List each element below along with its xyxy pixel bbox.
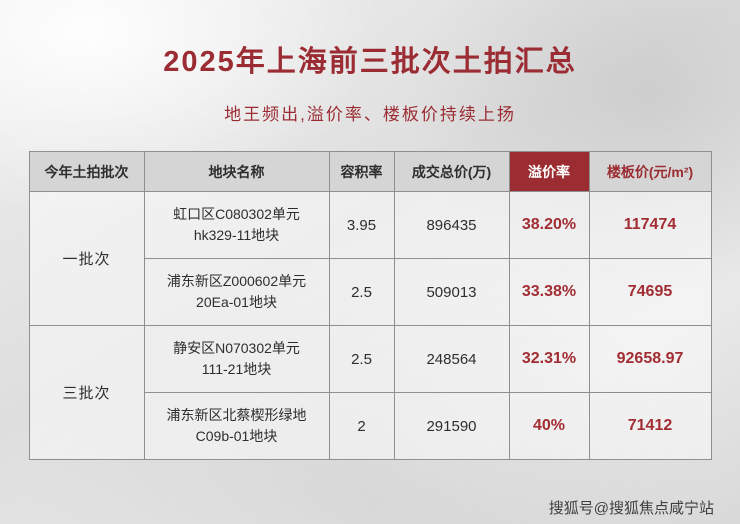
- plot-name-cell: 静安区N070302单元 111-21地块: [143, 325, 330, 393]
- page-title: 2025年上海前三批次土拍汇总: [163, 46, 577, 78]
- col-header-total-price: 成交总价(万): [393, 151, 510, 192]
- premium-rate-cell: 32.31%: [508, 325, 590, 393]
- total-price-cell: 509013: [393, 258, 510, 326]
- total-price-cell: 291590: [393, 392, 510, 460]
- far-cell: 2: [328, 392, 395, 460]
- premium-rate-cell: 33.38%: [508, 258, 590, 326]
- far-cell: 2.5: [328, 258, 395, 326]
- total-price-cell: 248564: [393, 325, 510, 393]
- premium-rate-cell: 40%: [508, 392, 590, 460]
- watermark: 搜狐号@搜狐焦点咸宁站: [548, 500, 714, 517]
- col-header-far: 容积率: [328, 151, 395, 192]
- plot-name-cell: 虹口区C080302单元 hk329-11地块: [143, 191, 330, 259]
- floor-price-cell: 71412: [588, 392, 712, 460]
- premium-rate-cell: 38.20%: [508, 191, 590, 259]
- header: 2025年上海前三批次土拍汇总 地王频出,溢价率、楼板价持续上扬: [0, 0, 740, 125]
- far-cell: 3.95: [328, 191, 395, 259]
- plot-name-cell: 浦东新区北蔡楔形绿地 C09b-01地块: [143, 392, 330, 460]
- col-header-plot-name: 地块名称: [143, 151, 330, 192]
- page-subtitle: 地王频出,溢价率、楼板价持续上扬: [224, 105, 516, 124]
- col-header-premium-rate: 溢价率: [508, 151, 590, 192]
- table-row: 浦东新区Z000602单元 20Ea-01地块 2.5 509013 33.38…: [29, 258, 712, 326]
- total-price-cell: 896435: [393, 191, 510, 259]
- col-header-floor-price: 楼板价(元/m²): [588, 151, 712, 192]
- col-header-batch: 今年土拍批次: [28, 151, 145, 192]
- table-row: 一批次 虹口区C080302单元 hk329-11地块 3.95 896435 …: [28, 191, 712, 326]
- table-row: 浦东新区北蔡楔形绿地 C09b-01地块 2 291590 40% 71412: [29, 392, 712, 460]
- floor-price-cell: 74695: [588, 258, 712, 326]
- table-header-row: 今年土拍批次 地块名称 容积率 成交总价(万) 溢价率 楼板价(元/m²): [28, 151, 712, 192]
- floor-price-cell: 92658.97: [588, 325, 712, 393]
- plot-name-cell: 浦东新区Z000602单元 20Ea-01地块: [143, 258, 330, 326]
- batch-cell-first: 一批次: [28, 191, 145, 326]
- land-auction-table: 今年土拍批次 地块名称 容积率 成交总价(万) 溢价率 楼板价(元/m²) 一批…: [28, 151, 712, 460]
- floor-price-cell: 117474: [588, 191, 712, 259]
- far-cell: 2.5: [328, 325, 395, 393]
- table-row: 三批次 静安区N070302单元 111-21地块 2.5 248564 32.…: [28, 325, 712, 460]
- batch-cell-third: 三批次: [28, 325, 145, 460]
